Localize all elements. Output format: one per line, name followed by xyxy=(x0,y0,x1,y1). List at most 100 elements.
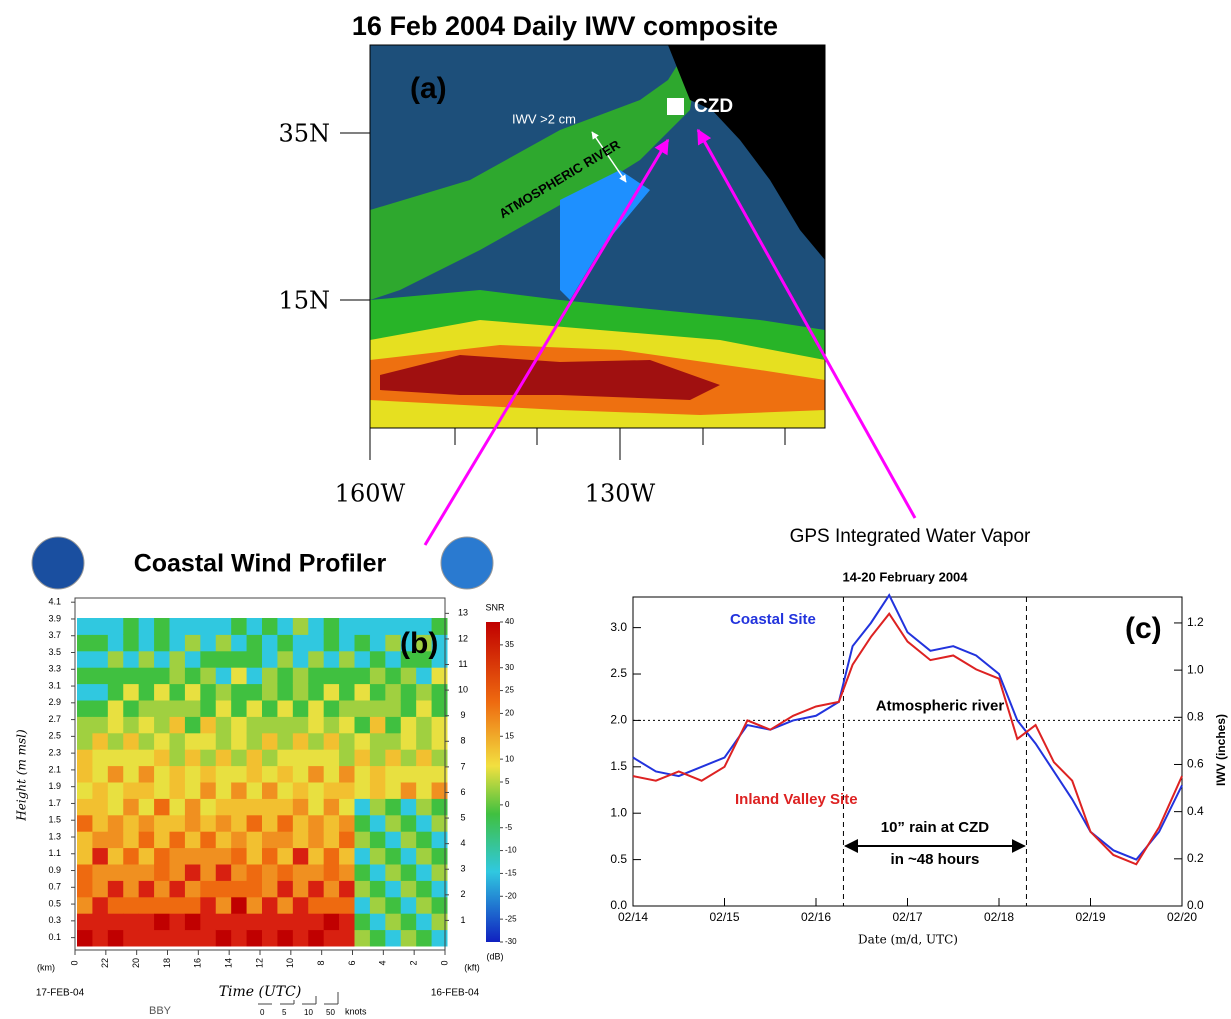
snr-cell xyxy=(369,650,386,668)
panel-label: (c) xyxy=(1125,612,1162,645)
snr-cell xyxy=(354,798,371,816)
snr-cell xyxy=(138,700,155,717)
snr-cell xyxy=(369,896,386,914)
snr-cell xyxy=(416,880,433,898)
river-band xyxy=(370,45,700,300)
snr-cell xyxy=(77,618,93,635)
snr-cell xyxy=(231,683,248,701)
snr-cell xyxy=(107,683,124,701)
snr-cell xyxy=(154,896,170,914)
snr-cell xyxy=(308,929,325,947)
snr-cell xyxy=(339,896,355,914)
snr-cell xyxy=(431,683,448,701)
snr-cell xyxy=(416,667,433,685)
snr-cell xyxy=(138,749,155,767)
snr-cell xyxy=(416,634,433,652)
snr-cell xyxy=(231,700,248,717)
snr-cell xyxy=(400,716,417,734)
snr-cell xyxy=(107,650,124,668)
snr-cell xyxy=(138,618,155,635)
snr-cell xyxy=(431,913,448,931)
snr-cell xyxy=(107,831,124,849)
snr-cell xyxy=(215,765,232,783)
snr-cell xyxy=(169,618,186,635)
snr-cell xyxy=(200,896,217,914)
snr-cell xyxy=(385,864,402,881)
snr-cell xyxy=(354,650,371,668)
y-tick-label: 3.0 xyxy=(610,620,627,634)
x-tick-label: 02/19 xyxy=(1075,910,1105,924)
snr-cell xyxy=(400,880,417,898)
snr-cell xyxy=(77,782,93,799)
snr-cell xyxy=(138,864,155,881)
end-date: 16-FEB-04 xyxy=(431,988,480,999)
moist-patch xyxy=(560,170,650,300)
snr-cell xyxy=(215,749,232,767)
snr-cell xyxy=(154,732,170,750)
snr-cell xyxy=(339,913,355,931)
snr-cell xyxy=(323,782,340,799)
snr-cell xyxy=(308,749,325,767)
snr-cell xyxy=(339,929,355,947)
snr-cell xyxy=(92,650,109,668)
snr-cell xyxy=(246,732,263,750)
snr-cell xyxy=(277,831,294,849)
snr-cell xyxy=(262,650,278,668)
snr-cell xyxy=(354,831,371,849)
snr-cell xyxy=(385,700,402,717)
snr-cell xyxy=(385,634,402,652)
map-frame xyxy=(369,44,826,429)
snr-cell xyxy=(154,798,170,816)
snr-cell xyxy=(169,782,186,799)
y-tick-label: 1.1 xyxy=(48,848,61,858)
snr-cell xyxy=(339,880,355,898)
snr-cell xyxy=(323,880,340,898)
y-tick-label: 3.1 xyxy=(48,680,61,690)
snr-cell xyxy=(369,732,386,750)
x-tick-label: 02/18 xyxy=(984,910,1014,924)
colorbar-tick-label: -30 xyxy=(505,937,517,946)
colorbar-tick-label: 10 xyxy=(505,754,514,763)
snr-cell xyxy=(339,847,355,865)
snr-cell xyxy=(339,634,355,652)
snr-cell xyxy=(123,650,140,668)
snr-cell xyxy=(323,913,340,931)
noaa-logo xyxy=(31,536,85,590)
snr-cell xyxy=(323,814,340,832)
snr-cell xyxy=(246,667,263,685)
snr-cell xyxy=(431,634,448,652)
snr-cell xyxy=(262,683,278,701)
snr-cell xyxy=(123,667,140,685)
snr-cell xyxy=(184,896,201,914)
snr-cell xyxy=(277,683,294,701)
colorbar-tick-label: 35 xyxy=(505,640,514,649)
snr-cell xyxy=(123,880,140,898)
wind-tick-label: 5 xyxy=(282,1008,287,1017)
colorbar-tick-label: -5 xyxy=(505,823,513,832)
snr-cell xyxy=(369,667,386,685)
station: BBY xyxy=(149,1005,172,1017)
snr-cell xyxy=(138,634,155,652)
snr-cell xyxy=(107,896,124,914)
snr-cell xyxy=(184,667,201,685)
snr-cell xyxy=(107,700,124,717)
snr-cell xyxy=(416,650,433,668)
chart-subtitle: 14-20 February 2004 xyxy=(842,569,968,584)
snr-cell xyxy=(215,650,232,668)
snr-cell xyxy=(431,929,448,947)
snr-cell xyxy=(431,765,448,783)
snr-cell xyxy=(323,864,340,881)
snr-cell xyxy=(262,798,278,816)
snr-cell xyxy=(231,913,248,931)
snr-cell xyxy=(215,880,232,898)
chart-title: GPS Integrated Water Vapor xyxy=(790,526,1031,547)
colorbar-tick-label: -25 xyxy=(505,914,517,923)
snr-cell xyxy=(169,732,186,750)
snr-cell xyxy=(231,864,248,881)
snr-cell xyxy=(200,667,217,685)
y-tick-label: 0.3 xyxy=(48,915,61,925)
snr-cell xyxy=(277,913,294,931)
snr-cell xyxy=(169,831,186,849)
snr-cell xyxy=(200,650,217,668)
snr-cell xyxy=(323,732,340,750)
